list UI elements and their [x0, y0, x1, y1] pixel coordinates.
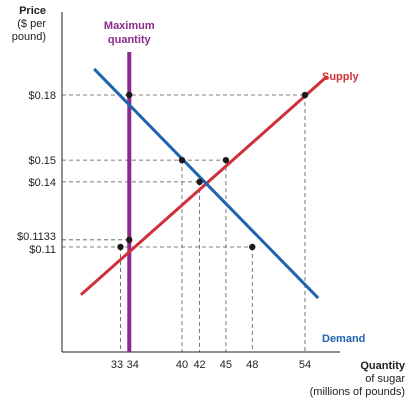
maximum-quantity-label: Maximum: [104, 20, 155, 32]
x-tick-label: 33: [111, 359, 123, 371]
series-lines: [79, 52, 328, 352]
y-axis-label: ($ per: [17, 18, 46, 30]
y-tick-label: $0.11: [29, 244, 56, 256]
y-tick-label: $0.18: [28, 90, 56, 102]
data-point: [249, 243, 256, 251]
x-tick-label: 34: [127, 359, 139, 371]
y-axis-label: Price: [19, 5, 46, 17]
x-tick-label: 40: [176, 359, 188, 371]
data-point: [126, 91, 133, 99]
demand-line: [93, 67, 320, 300]
maximum-quantity-label: quantity: [108, 34, 152, 46]
data-point: [117, 243, 124, 251]
y-tick-label: $0.15: [28, 155, 56, 167]
supply-line: [79, 75, 328, 296]
axes: [61, 12, 340, 353]
x-tick-label: 48: [246, 359, 258, 371]
data-point: [126, 236, 133, 244]
supply-label: Supply: [322, 71, 360, 83]
x-axis-label: Quantity: [360, 360, 405, 372]
data-point: [178, 156, 186, 164]
data-point: [222, 156, 230, 164]
x-tick-label: 54: [299, 359, 311, 371]
y-tick-label: $0.14: [28, 177, 56, 189]
data-point: [301, 91, 309, 99]
data-points: [117, 91, 309, 251]
y-axis-label: pound): [12, 31, 46, 43]
data-point: [196, 178, 203, 186]
tick-labels: 33 34 40 42 45 48 54 $0.18 $0.15 $0.14 $0.1133$0.1…: [17, 90, 311, 371]
x-tick-label: 42: [193, 359, 205, 371]
y-tick-label: $0.1133: [17, 231, 56, 243]
x-tick-label: 45: [220, 359, 232, 371]
demand-label: Demand: [322, 333, 365, 345]
x-axis-label: of sugar: [365, 373, 405, 385]
guide-lines: [62, 94, 306, 352]
x-axis-label: (millions of pounds): [310, 386, 405, 398]
